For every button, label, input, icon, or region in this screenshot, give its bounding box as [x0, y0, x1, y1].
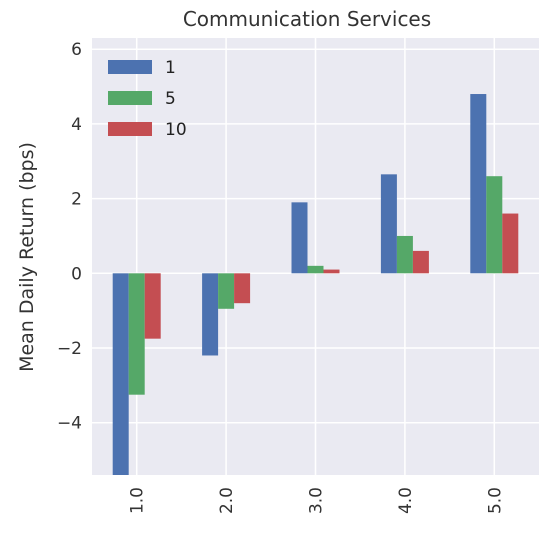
legend-swatch-5 [108, 91, 152, 105]
y-tick-label: −4 [57, 414, 82, 434]
legend-label-5: 5 [165, 89, 176, 109]
y-tick-label: 0 [71, 264, 82, 284]
y-tick-label: 4 [71, 115, 82, 135]
bar-series-10-cat-3.0 [323, 269, 340, 274]
x-tick-label: 3.0 [307, 487, 327, 514]
bar-series-10-cat-5.0 [502, 213, 519, 274]
y-axis-label: Mean Daily Return (bps) [16, 142, 38, 372]
bar-series-5-cat-1.0 [128, 273, 145, 395]
x-tick-label: 5.0 [485, 487, 505, 514]
bar-series-10-cat-2.0 [234, 273, 251, 304]
bar-series-5-cat-5.0 [486, 176, 503, 274]
y-tick-label: −2 [57, 339, 82, 359]
bar-series-1-cat-5.0 [470, 94, 487, 274]
y-axis-ticks: −4 −2 0 2 4 6 [57, 40, 82, 434]
x-tick-label: 2.0 [217, 487, 237, 514]
x-tick-label: 1.0 [128, 487, 148, 514]
legend-label-1: 1 [165, 58, 176, 78]
x-tick-label: 4.0 [396, 487, 416, 514]
y-tick-label: 6 [71, 40, 82, 60]
bar-series-1-cat-4.0 [380, 174, 397, 274]
legend: 1 5 10 [108, 58, 187, 140]
legend-swatch-1 [108, 60, 152, 74]
bar-series-10-cat-1.0 [144, 273, 161, 339]
bar-series-5-cat-3.0 [307, 265, 324, 274]
legend-swatch-10 [108, 122, 152, 136]
bar-series-1-cat-1.0 [112, 273, 129, 475]
bar-group [112, 94, 519, 475]
bar-series-10-cat-4.0 [412, 250, 429, 274]
bar-series-5-cat-4.0 [396, 235, 413, 274]
bar-series-5-cat-2.0 [218, 273, 235, 309]
y-tick-label: 2 [71, 190, 82, 210]
bar-series-1-cat-2.0 [202, 273, 219, 356]
legend-label-10: 10 [165, 120, 187, 140]
bar-series-1-cat-3.0 [291, 202, 308, 274]
x-axis-ticks: 1.0 2.0 3.0 4.0 5.0 [128, 487, 506, 514]
chart-title: Communication Services [183, 7, 431, 31]
